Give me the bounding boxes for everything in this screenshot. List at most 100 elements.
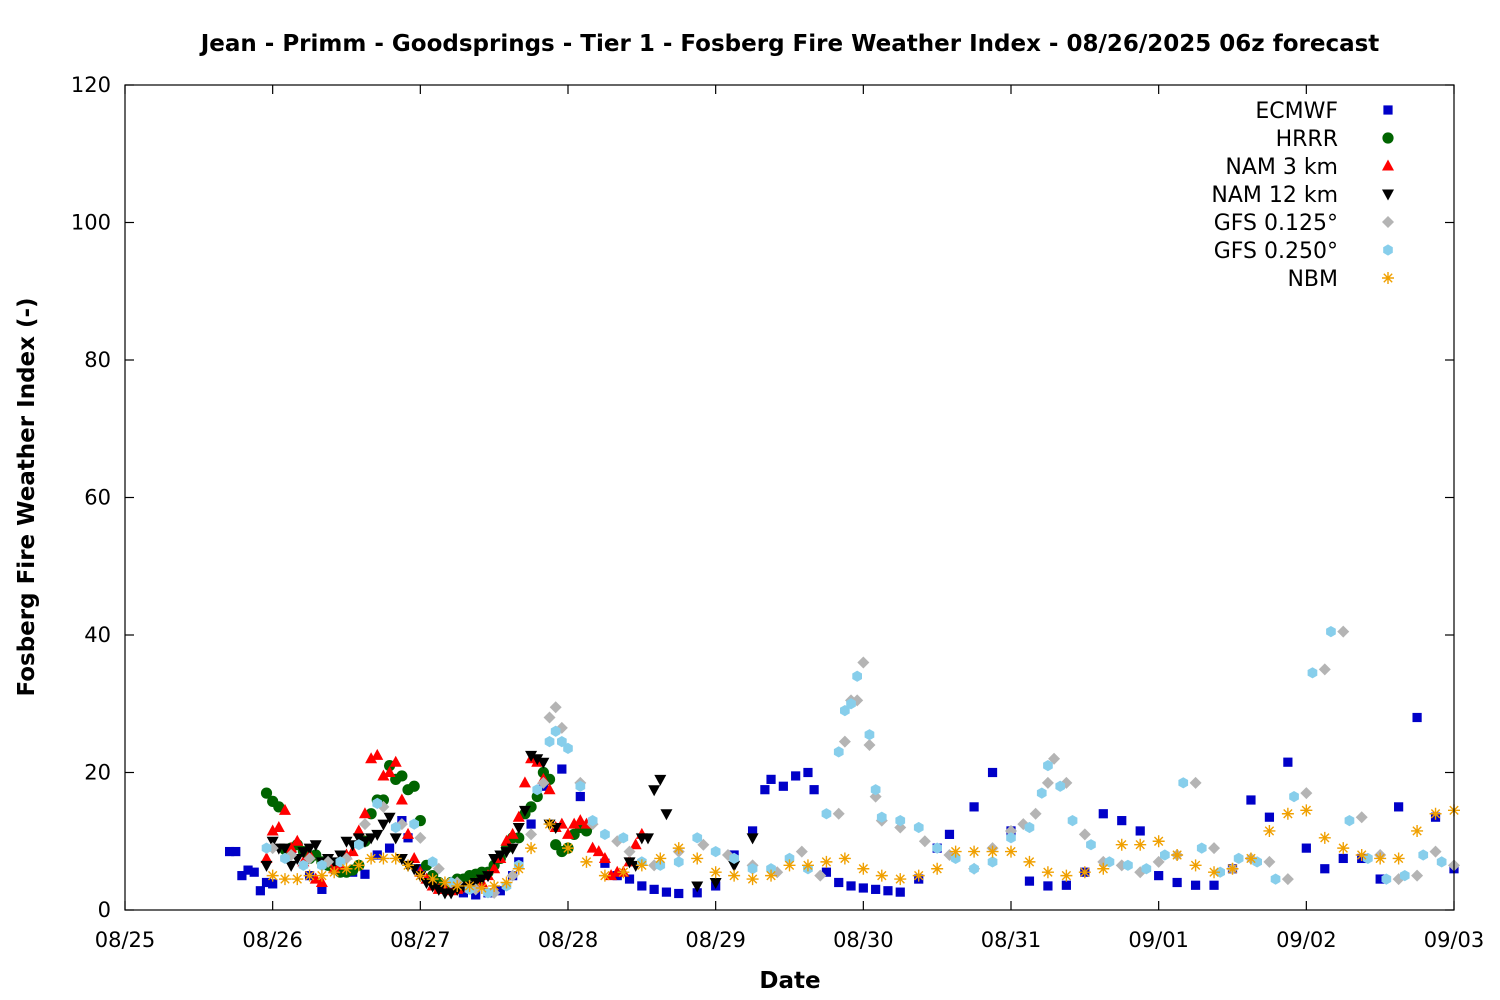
data-point-ecmwf [895,887,905,897]
series-nam-12-km [260,750,759,900]
data-point-gfs-0-250 [710,846,721,858]
data-point-nam-12-km [371,829,384,841]
data-point-nbm [875,869,888,882]
data-point-ecmwf [944,829,955,839]
data-point-nam-3-km [358,807,371,819]
data-point-gfs-0-125 [623,845,636,858]
data-point-ecmwf [1154,871,1164,881]
data-point-ecmwf [1172,877,1182,888]
data-point-ecmwf [846,881,856,891]
data-point-nam-3-km [266,824,279,836]
data-point-nbm [377,852,390,865]
data-point-gfs-0-125 [1318,663,1331,676]
x-tick-label: 09/01 [1128,928,1189,952]
data-point-gfs-0-250 [1196,842,1207,854]
data-point-gfs-0-250 [1043,760,1053,772]
data-point-nbm [838,852,851,865]
data-point-ecmwf [1338,853,1348,864]
data-point-nbm [1392,852,1405,865]
data-point-nam-12-km [525,750,538,762]
data-point-gfs-0-250 [692,832,703,844]
data-point-nbm [315,869,328,882]
chart-title: Jean - Primm - Goodsprings - Tier 1 - Fo… [199,31,1380,57]
data-point-ecmwf [255,886,265,896]
data-point-gfs-0-125 [697,838,710,851]
data-point-gfs-0-250 [1326,626,1336,638]
data-point-gfs-0-250 [427,856,438,868]
data-point-ecmwf [760,785,770,795]
data-point-gfs-0-250 [1399,870,1410,882]
data-point-nbm [598,869,611,882]
data-point-nbm [1411,824,1424,837]
data-point-nam-12-km [488,853,501,865]
data-point-gfs-0-250 [1436,856,1447,868]
data-point-nam-3-km [500,834,513,846]
data-point-nbm [278,873,291,886]
data-point-gfs-0-125 [525,828,538,841]
data-point-nam-3-km [389,755,402,767]
data-point-gfs-0-250 [557,736,567,748]
data-point-nam-3-km [586,841,599,853]
legend-marker [1383,244,1393,256]
data-point-nam-3-km [272,821,285,832]
data-point-gfs-0-250 [913,821,924,834]
data-point-gfs-0-250 [655,859,666,871]
data-point-gfs-0-125 [303,852,316,865]
data-point-nam-12-km [500,847,513,859]
data-point-gfs-0-250 [1289,791,1299,803]
data-point-gfs-0-125 [1189,776,1202,789]
data-point-nam-3-km [562,827,574,839]
data-point-gfs-0-250 [1036,787,1047,799]
x-axis-label: Date [759,968,820,994]
legend-label: NAM 3 km [1225,155,1338,180]
data-point-nbm [1300,804,1313,817]
data-point-nbm [488,879,501,892]
data-point-nbm [1078,866,1091,879]
data-point-gfs-0-250 [1067,815,1078,827]
data-point-nbm [451,879,464,892]
data-point-gfs-0-125 [1041,776,1054,789]
data-point-nam-12-km [334,850,347,862]
data-point-nbm [1115,838,1128,851]
data-point-gfs-0-250 [1178,777,1189,789]
data-point-nbm [1263,824,1276,837]
data-point-gfs-0-250 [950,852,961,864]
data-point-ecmwf [809,785,819,795]
data-point-nam-12-km [641,833,654,845]
data-point-ecmwf [1320,864,1330,874]
data-point-gfs-0-250 [1086,839,1096,851]
data-point-nam-3-km [278,803,291,815]
data-point-gfs-0-250 [766,863,776,875]
data-point-ecmwf [1117,816,1127,826]
data-point-ecmwf [261,877,272,888]
data-point-ecmwf [384,843,395,853]
data-point-nbm [352,859,365,872]
data-point-ecmwf [1209,880,1219,890]
data-point-gfs-0-250 [1344,815,1355,827]
data-point-nam-12-km [377,819,390,831]
data-point-nam-3-km [518,776,531,788]
y-tick-label: 20 [84,761,111,785]
data-point-ecmwf [495,886,505,896]
y-tick-label: 100 [71,211,111,235]
data-point-nbm [328,866,341,879]
data-point-ecmwf [1264,812,1275,822]
data-point-nam-12-km [365,833,378,845]
x-tick-label: 08/29 [685,928,746,952]
data-points [224,625,1460,900]
data-point-nam-12-km [728,860,741,872]
data-point-nbm [1208,866,1221,879]
data-point-ecmwf [1394,802,1404,812]
data-point-ecmwf [249,867,259,877]
data-point-nbm [709,866,722,879]
data-point-nam-12-km [303,843,316,855]
x-tick-label: 08/28 [538,928,599,952]
data-point-nbm [1060,869,1073,882]
data-point-nam-12-km [285,860,298,872]
x-tick-label: 08/26 [242,928,303,952]
data-point-nbm [820,855,833,868]
data-point-gfs-0-250 [1381,873,1392,885]
data-point-gfs-0-125 [1152,855,1165,868]
data-point-gfs-0-125 [1281,873,1294,886]
data-point-nam-12-km [352,833,365,845]
